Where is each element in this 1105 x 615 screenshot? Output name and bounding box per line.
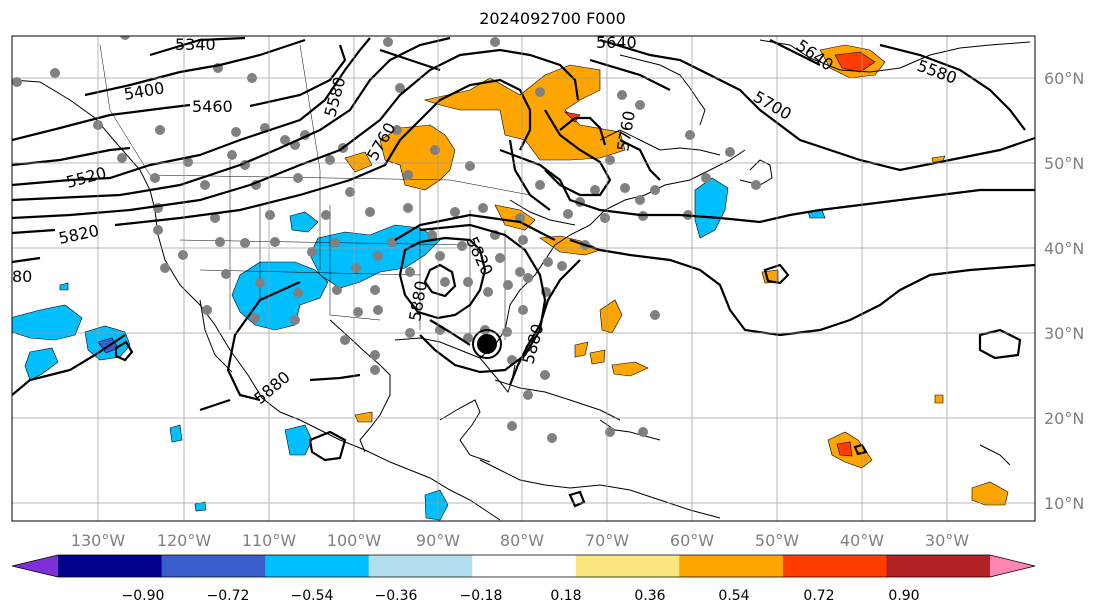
storm-ring — [472, 329, 502, 359]
graticule — [12, 36, 1035, 521]
latitude-labels: 60°N 50°N 40°N 30°N 20°N 10°N — [1044, 69, 1084, 513]
colorbar-tick-label: 0.54 — [718, 588, 749, 604]
colorbar-tick-label: 0.18 — [550, 588, 581, 604]
lat-label: 30°N — [1044, 324, 1084, 343]
lon-label: 50°W — [755, 531, 799, 550]
contour-label: 5460 — [192, 97, 233, 116]
contour-label: 80 — [12, 267, 32, 286]
lat-label: 20°N — [1044, 409, 1084, 428]
longitude-labels: 130°W 120°W 110°W 100°W 90°W 80°W 70°W 6… — [71, 531, 969, 550]
colorbar — [11, 554, 1036, 578]
colorbar-segment — [58, 555, 163, 577]
colorbar-tick-label: −0.72 — [207, 588, 250, 604]
colorbar-segment — [368, 555, 473, 577]
colorbar-segment — [782, 555, 887, 577]
lon-label: 40°W — [840, 531, 884, 550]
lon-label: 80°W — [500, 531, 544, 550]
contour-label: 5640 — [596, 33, 637, 52]
lon-label: 90°W — [416, 531, 460, 550]
colorbar-tick-label: 0.36 — [634, 588, 665, 604]
lat-label: 10°N — [1044, 494, 1084, 513]
lat-label: 40°N — [1044, 239, 1084, 258]
lat-label: 60°N — [1044, 69, 1084, 88]
colorbar-tick-label: −0.90 — [122, 588, 165, 604]
colorbar-extend-low — [12, 555, 58, 577]
chart-title: 2024092700 F000 — [479, 9, 626, 28]
colorbar-segment — [161, 555, 266, 577]
height-contours — [12, 36, 1035, 508]
colorbar-tick-labels: −0.90 −0.72 −0.54 −0.36 −0.18 0.18 0.36 … — [122, 588, 920, 604]
colorbar-segment — [575, 555, 680, 577]
storm-center-marker — [477, 334, 497, 354]
colorbar-tick-label: 0.72 — [803, 588, 834, 604]
colorbar-tick-label: −0.36 — [375, 588, 418, 604]
colorbar-tick-label: −0.54 — [291, 588, 334, 604]
colorbar-tick-label: −0.18 — [460, 588, 503, 604]
lon-label: 30°W — [925, 531, 969, 550]
colorbar-segment — [265, 555, 370, 577]
coastlines — [12, 39, 1031, 521]
lat-label: 50°N — [1044, 154, 1084, 173]
anomaly-fill-positive — [344, 44, 1009, 506]
lon-label: 130°W — [71, 531, 126, 550]
colorbar-segment — [679, 555, 784, 577]
lon-label: 70°W — [585, 531, 629, 550]
lon-label: 100°W — [327, 531, 382, 550]
colorbar-segment — [472, 555, 577, 577]
lon-label: 120°W — [157, 531, 212, 550]
colorbar-tick-label: 0.90 — [888, 588, 919, 604]
colorbar-outline — [11, 554, 1036, 578]
colorbar-segment — [886, 555, 991, 577]
lon-label: 110°W — [242, 531, 297, 550]
contour-label: 5340 — [175, 35, 216, 54]
colorbar-extend-high — [990, 555, 1035, 577]
lon-label: 60°W — [670, 531, 714, 550]
map-border — [11, 35, 1036, 522]
state-borders — [99, 44, 531, 340]
